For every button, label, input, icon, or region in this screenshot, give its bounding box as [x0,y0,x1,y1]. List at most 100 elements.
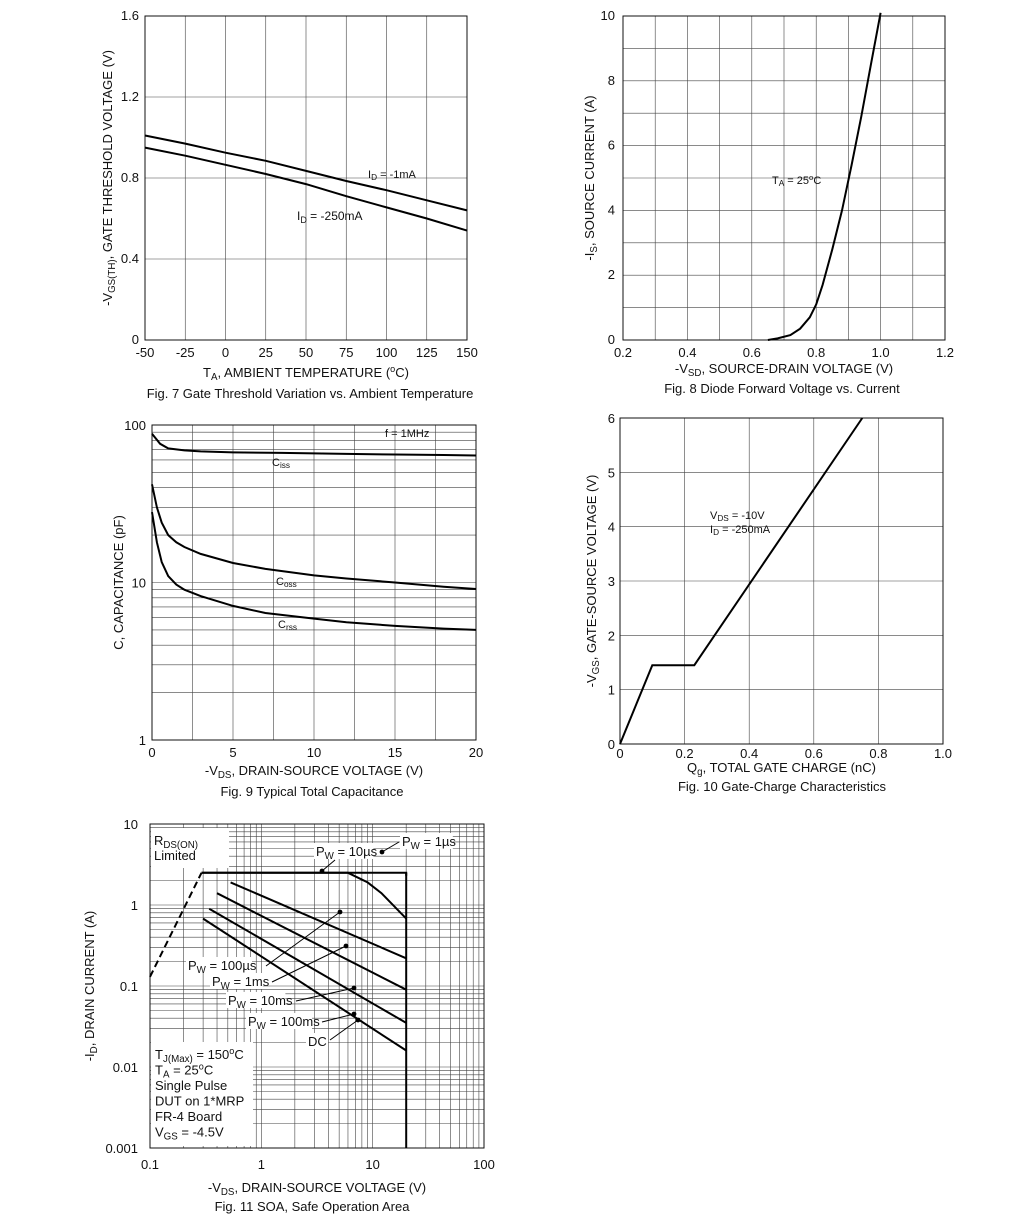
fig10-ylabel: -VGS, GATE-SOURCE VOLTAGE (V) [584,475,602,688]
fig7-ytick-label: 0.4 [121,251,139,266]
fig8-frame [622,15,946,341]
fig9-ytick-label: 1 [139,733,146,748]
fig11-series-line [202,917,407,1052]
fig11-label-bg [210,973,263,989]
fig8-chart: 0.2 0.4 0.6 0.8 1.0 1.2 0 2 4 6 8 10 TA = 25oC -VSD, … [582,8,954,396]
fig8-ylabel: -IS, SOURCE CURRENT (A) [582,95,600,260]
fig8-ytick-label: 10 [601,8,615,23]
fig11-series-label: PW = 100µs [188,958,257,976]
fig11-note-label: TJ(Max) = 150oC [155,1046,244,1065]
fig11-chart: 0.1 1 10 100 0.001 0.01 0.1 1 10 RDS(ON)Limited TJ… [82,817,495,1214]
fig7-xtick-label: -50 [136,345,155,360]
fig8-xtick-label: 1.2 [936,345,954,360]
fig11-series-line [149,872,203,978]
fig10-xtick-label: 0.6 [805,746,823,761]
fig11-notes-box [151,1042,253,1146]
fig11-series-label: PW = 1µs [402,834,456,852]
fig11-leader-line [321,859,336,872]
fig11-note-label: VGS = -4.5V [155,1125,224,1143]
fig11-series-label: PW = 10µs [316,844,378,862]
fig11-leader-arrow [355,1017,361,1023]
fig9-series-label: Coss [276,576,297,589]
fig7-caption: Fig. 7 Gate Threshold Variation vs. Ambi… [147,386,474,401]
fig10-xtick-label: 1.0 [934,746,952,761]
fig11-series-line [208,907,407,1024]
fig10-xtick-label: 0.8 [869,746,887,761]
fig10-xlabel: Qg, TOTAL GATE CHARGE (nC) [687,760,876,778]
fig9-series-line [151,484,477,590]
fig11-label-bg [306,1033,328,1049]
fig9-xtick-label: 10 [307,745,321,760]
fig10-ytick-label: 3 [608,574,615,589]
fig10-annotation: ID = -250mA [710,524,771,537]
fig11-label-bg [186,957,252,973]
fig10-xtick-label: 0.2 [676,746,694,761]
fig7-ylabel: -VGS(TH), GATE THRESHOLD VOLTAGE (V) [100,50,118,306]
fig7-ytick-label: 1.6 [121,8,139,23]
fig11-note-label: DUT on 1*MRP [155,1094,244,1109]
fig10-ytick-label: 1 [608,683,615,698]
fig11-ytick-label: 10 [124,817,138,832]
fig9-chart: 0 5 10 15 20 1 10 100 Ciss Coss Crss f = 1MHz -VDS, … [111,418,483,799]
fig9-series-label: Crss [278,619,297,632]
fig7-series-line [144,134,468,212]
fig11-leader-arrow [351,1011,357,1017]
fig7-xtick-label: 150 [456,345,478,360]
fig11-leader-line [295,987,355,1002]
fig9-xlabel: -VDS, DRAIN-SOURCE VOLTAGE (V) [205,763,423,781]
fig11-series-line [216,892,407,991]
fig8-ytick-label: 6 [608,138,615,153]
fig8-xtick-label: 0.8 [807,345,825,360]
fig8-xlabel: -VSD, SOURCE-DRAIN VOLTAGE (V) [675,361,893,379]
fig8-ytick-label: 8 [608,73,615,88]
fig11-series-line [201,871,407,920]
fig8-ytick-label: 2 [608,267,615,282]
fig10-annotation: VDS = -10V [710,510,765,523]
fig9-xtick-label: 0 [148,745,155,760]
fig9-xtick-label: 20 [469,745,483,760]
fig9-xtick-label: 5 [229,745,236,760]
fig11-ytick-label: 0.001 [105,1141,138,1156]
fig11-series-label: PW = 100ms [248,1014,320,1032]
fig7-ytick-label: 0.8 [121,170,139,185]
fig11-ytick-label: 1 [131,898,138,913]
fig11-rds-label: RDS(ON) [154,833,198,851]
fig11-leader-arrow [319,868,325,874]
fig11-caption: Fig. 11 SOA, Safe Operation Area [215,1199,411,1214]
fig11-note-label: Single Pulse [155,1078,227,1093]
fig9-ylabel: C, CAPACITANCE (pF) [111,515,126,650]
fig8-xtick-label: 0.4 [678,345,696,360]
fig11-series-label: PW = 1ms [212,974,270,992]
fig9-series-line [151,433,477,457]
fig10-caption: Fig. 10 Gate-Charge Characteristics [678,779,887,794]
fig11-series-line [230,881,407,960]
fig10-ytick-label: 5 [608,465,615,480]
fig11-note-label: TA = 25oC [155,1062,213,1081]
fig7-xtick-label: 0 [222,345,229,360]
fig9-ytick-label: 100 [124,418,146,433]
fig9-ytick-label: 10 [132,576,146,591]
fig11-xlabel: -VDS, DRAIN-SOURCE VOLTAGE (V) [208,1180,426,1198]
fig11-series-label: PW = 10ms [228,993,293,1011]
fig11-label-bg [226,992,286,1008]
fig11-ytick-label: 0.1 [120,979,138,994]
fig11-leader-line [271,945,347,983]
fig11-ytick-label: 0.01 [113,1060,138,1075]
fig7-series-line [144,146,468,232]
fig7-chart: -50 -25 0 25 50 75 100 125 150 0 0.4 0.8 1.2 1.6 ID = … [100,8,478,401]
fig7-ytick-label: 0 [132,332,139,347]
fig11-frame [149,823,485,1149]
fig7-frame [144,15,468,341]
fig11-xtick-label: 10 [365,1157,379,1172]
fig7-series-label: ID = -250mA [297,209,363,225]
fig10-ytick-label: 4 [608,520,615,535]
fig10-ytick-label: 6 [608,411,615,426]
fig7-xtick-label: 100 [376,345,398,360]
fig9-series-label: Ciss [272,457,290,470]
fig10-ytick-label: 2 [608,628,615,643]
fig11-leader-line [329,1019,359,1041]
fig11-label-bg [400,833,453,849]
fig11-rds-label: Limited [154,848,196,863]
